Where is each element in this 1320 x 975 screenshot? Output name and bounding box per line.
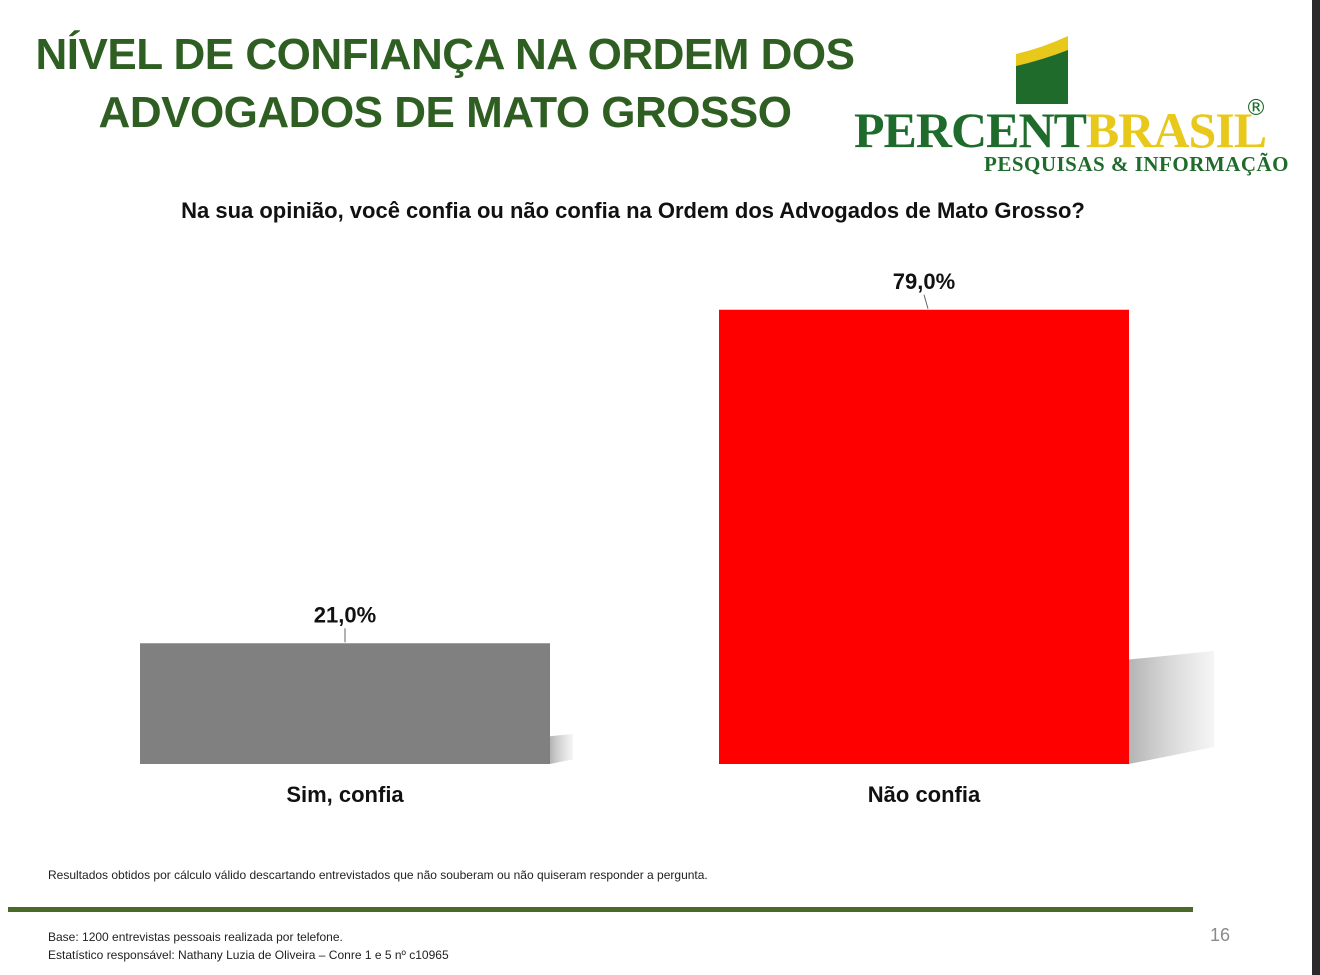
logo-word-percent: PERCENT	[854, 102, 1087, 158]
footer-statistician: Estatístico responsável: Nathany Luzia d…	[48, 948, 449, 962]
bar-sim-confia	[140, 643, 550, 764]
percentbrasil-logo: PERCENTBRASIL ® PESQUISAS & INFORMAÇÃO	[850, 30, 1290, 190]
bar-chart: 21,0% Sim, confia 79,0% Não confia	[140, 269, 1214, 807]
results-footnote: Resultados obtidos por cálculo válido de…	[48, 868, 708, 882]
value-label: 79,0%	[893, 269, 955, 294]
category-label: Não confia	[868, 782, 981, 807]
logo-flag-icon	[1016, 36, 1068, 104]
registered-mark: ®	[1245, 96, 1267, 121]
bar-nao-confia	[719, 309, 1129, 764]
value-label: 21,0%	[314, 602, 376, 627]
footer-divider	[8, 907, 1193, 912]
bar-shadow	[1129, 651, 1214, 764]
logo-wordmark: PERCENTBRASIL	[854, 100, 1267, 160]
logo-subtitle: PESQUISAS & INFORMAÇÃO	[984, 152, 1290, 176]
window-edge	[1312, 0, 1320, 975]
page-number: 16	[1209, 925, 1231, 945]
chart-question: Na sua opinião, você confia ou não confi…	[181, 198, 1085, 223]
page-title: NÍVEL DE CONFIANÇA NA ORDEM DOS ADVOGADO…	[30, 26, 860, 142]
footer-base: Base: 1200 entrevistas pessoais realizad…	[48, 930, 343, 944]
title-line-1: NÍVEL DE CONFIANÇA NA ORDEM DOS	[35, 30, 855, 79]
category-label: Sim, confia	[286, 782, 404, 807]
title-line-2: ADVOGADOS DE MATO GROSSO	[98, 88, 792, 137]
value-label-leader	[923, 294, 929, 309]
logo-word-brasil: BRASIL	[1085, 102, 1267, 158]
bar-shadow	[550, 733, 573, 764]
